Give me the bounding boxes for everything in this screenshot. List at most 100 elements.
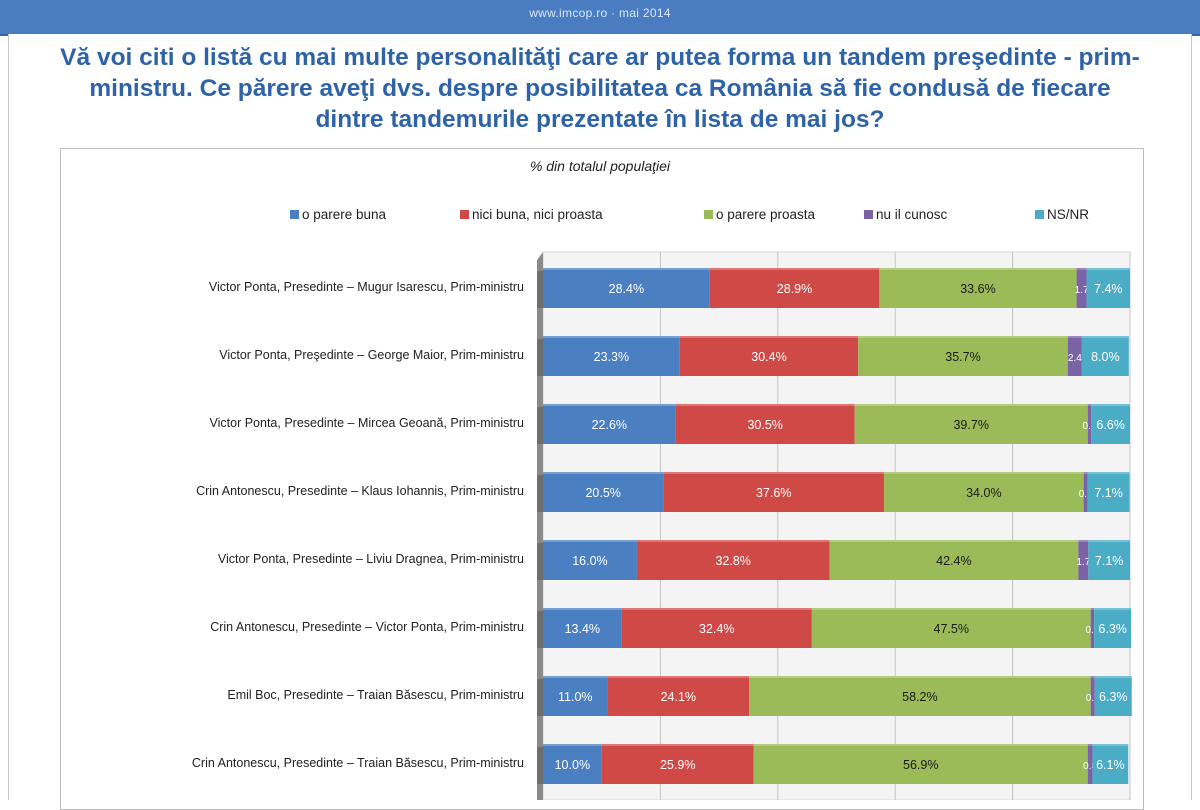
plot-side-wall (537, 252, 543, 800)
legend-swatch (864, 210, 873, 219)
category-label: Victor Ponta, Presedinte – Mugur Isaresc… (208, 280, 524, 294)
survey-question: Vă voi citi o listă cu mai multe persona… (60, 44, 1140, 133)
bar-segment (543, 472, 664, 512)
bar-segment (1067, 336, 1082, 376)
bar-segment (829, 540, 1079, 580)
data-label: 10.0% (555, 758, 590, 772)
data-label: 6.3% (1098, 622, 1127, 636)
bar-segment-highlight (1087, 404, 1092, 406)
bar-segment (543, 540, 637, 580)
bar-segment-highlight (879, 268, 1077, 270)
category-label: Victor Ponta, Presedinte – Mircea Geoană… (209, 416, 524, 430)
plot-area (542, 251, 1131, 800)
bar-segment-highlight (829, 540, 1079, 542)
bar-segment-highlight (854, 404, 1088, 406)
bar-segment-highlight (621, 608, 812, 610)
bar-segment (858, 336, 1068, 376)
data-label: 7.1% (1094, 486, 1123, 500)
category-label: Emil Boc, Presedinte – Traian Băsescu, P… (227, 688, 524, 702)
category-label: Victor Ponta, Preşedinte – George Maior,… (219, 348, 524, 362)
category-label: Crin Antonescu, Presedinte – Victor Pont… (210, 620, 524, 634)
legend-item: NS/NR (1035, 207, 1089, 222)
category-label: Crin Antonescu, Presedinte – Klaus Iohan… (196, 484, 524, 498)
bar-segment-highlight (1087, 472, 1130, 474)
bar-segment (1092, 744, 1129, 784)
bar-segment (854, 404, 1088, 444)
bar-segment-highlight (1081, 336, 1129, 338)
bar-segment (749, 676, 1091, 716)
data-label: 30.5% (747, 418, 782, 432)
legend-swatch (1035, 210, 1044, 219)
bar-segment-highlight (543, 472, 664, 474)
data-label: 7.4% (1094, 282, 1123, 296)
bar-segment (607, 676, 750, 716)
bar-segment (709, 268, 880, 308)
bar-segment (811, 608, 1091, 648)
data-label: 0.7 (1086, 693, 1100, 704)
legend-swatch (290, 210, 299, 219)
legend-swatch (460, 210, 469, 219)
data-label: 6.6% (1096, 418, 1125, 432)
data-label: 28.9% (777, 282, 812, 296)
data-label: 7.1% (1095, 554, 1124, 568)
bar-segment-highlight (753, 744, 1088, 746)
bar-segment (1081, 336, 1129, 376)
chart-legend: o parere buna nici buna, nici proasta o pa… (290, 207, 1140, 227)
data-label: 39.7% (953, 418, 988, 432)
bar-segment-highlight (543, 676, 608, 678)
bar-segment (1094, 608, 1132, 648)
bar-segment (543, 404, 676, 444)
bar-segment-highlight (811, 608, 1091, 610)
data-label: 28.4% (609, 282, 644, 296)
bar-segment (543, 676, 608, 716)
bar-segment (1094, 676, 1132, 716)
data-label: 0.8 (1083, 761, 1097, 772)
bar-segment (543, 336, 680, 376)
legend-swatch (704, 210, 713, 219)
bar-depth (537, 339, 543, 376)
bar-depth (537, 679, 543, 716)
bar-segment-highlight (663, 472, 885, 474)
bar-depth (537, 611, 543, 648)
bar-segment-highlight (1090, 608, 1095, 610)
bar-segment (663, 472, 885, 512)
legend-label: nici buna, nici proasta (472, 207, 603, 222)
bar-segment (1086, 268, 1130, 308)
data-label: 58.2% (902, 690, 937, 704)
legend-item: nici buna, nici proasta (460, 207, 603, 222)
bar-segment-highlight (858, 336, 1068, 338)
data-label: 0.6 (1083, 421, 1097, 432)
bar-segment-highlight (1090, 676, 1095, 678)
bar-segment (1087, 744, 1093, 784)
bar-depth (537, 475, 543, 512)
bar-segment-highlight (1087, 744, 1093, 746)
data-label: 37.6% (756, 486, 791, 500)
bar-depth (537, 747, 543, 784)
data-label: 16.0% (572, 554, 607, 568)
bar-segment (1076, 268, 1087, 308)
bar-segment (1087, 404, 1092, 444)
bar-segment-highlight (1076, 268, 1087, 270)
bar-segment-highlight (1083, 472, 1088, 474)
legend-label: NS/NR (1047, 207, 1090, 222)
data-label: 20.5% (585, 486, 620, 500)
bar-segment-highlight (543, 608, 622, 610)
bar-segment-highlight (1094, 608, 1132, 610)
data-label: 0.7 (1079, 489, 1093, 500)
data-label: 8.0% (1091, 350, 1120, 364)
data-label: 24.1% (661, 690, 696, 704)
bar-segment-highlight (636, 540, 830, 542)
data-label: 6.1% (1096, 758, 1125, 772)
bar-segment-highlight (884, 472, 1084, 474)
source-text: www.imcop.ro · mai 2014 (529, 6, 671, 20)
data-label: 47.5% (934, 622, 969, 636)
bar-segment-highlight (543, 744, 602, 746)
bar-segment (543, 608, 622, 648)
bar-segment-highlight (1078, 540, 1089, 542)
data-label: 56.9% (903, 758, 938, 772)
bar-segment (1087, 472, 1130, 512)
bar-segment (621, 608, 812, 648)
bar-segment (1090, 676, 1095, 716)
bar-segment-highlight (601, 744, 754, 746)
bar-segment (636, 540, 830, 580)
